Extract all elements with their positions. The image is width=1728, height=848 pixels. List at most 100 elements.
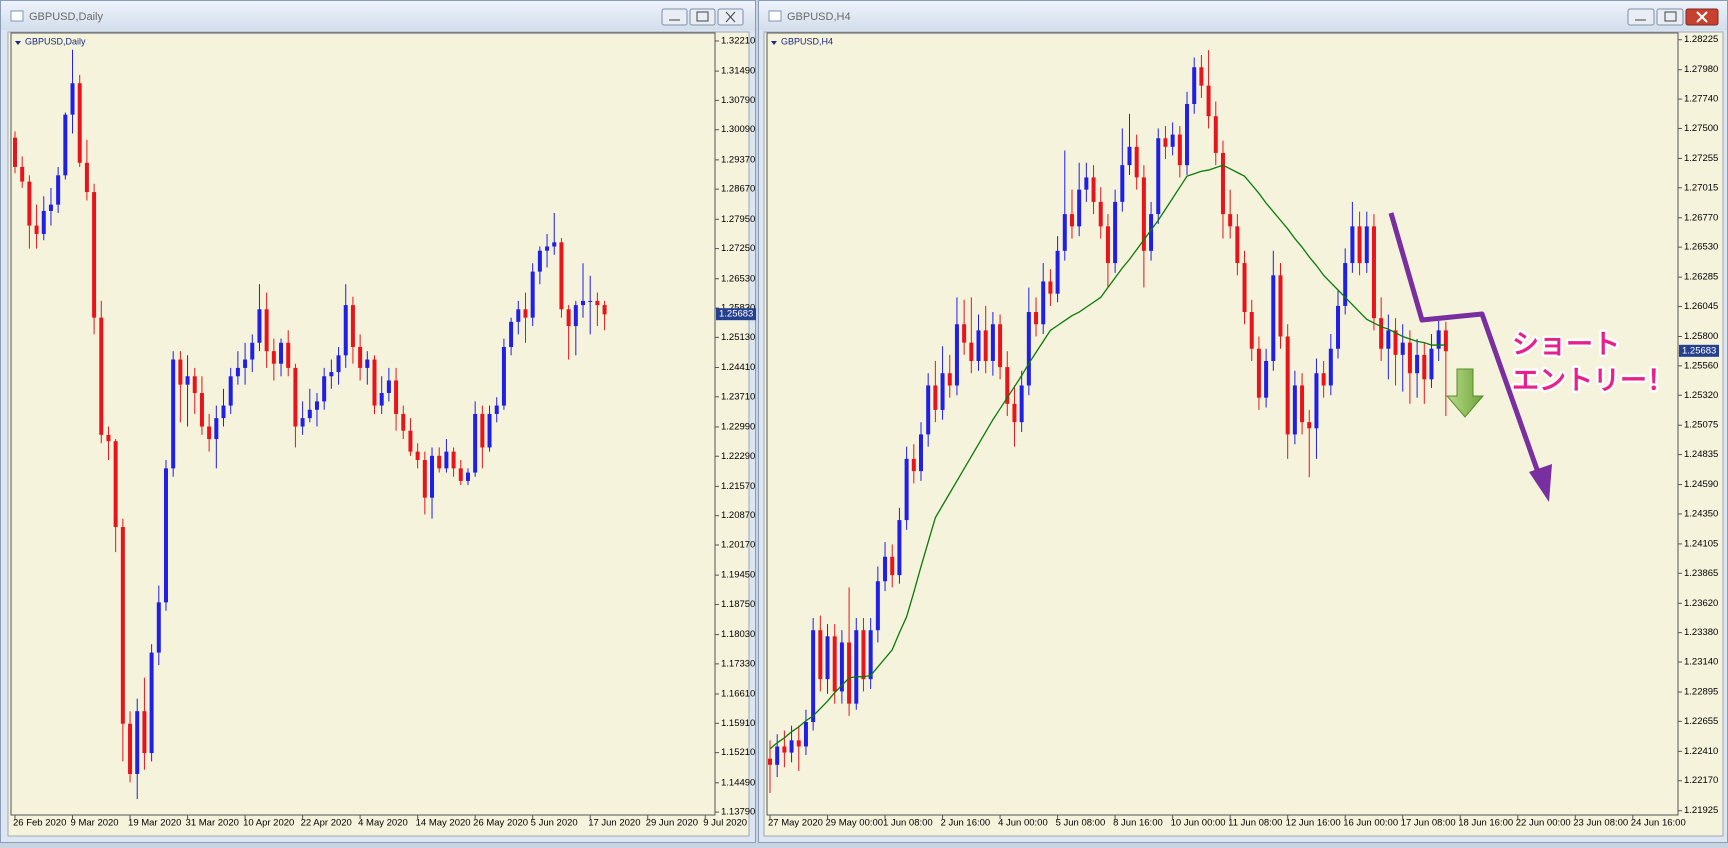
x-tick-label: 5 Jun 08:00 <box>1056 818 1106 829</box>
x-tick-label: 12 Jun 16:00 <box>1286 818 1341 829</box>
candle-body <box>1336 305 1341 349</box>
candle-body <box>552 242 557 247</box>
candle-body <box>875 581 880 631</box>
y-tick-label: 1.23620 <box>1684 598 1718 609</box>
candle-body <box>415 451 420 461</box>
y-tick-label: 1.18750 <box>721 599 755 610</box>
y-tick-label: 1.26530 <box>1684 242 1718 253</box>
candle-body <box>1084 177 1089 190</box>
candle-body <box>501 346 506 406</box>
candle-body <box>983 330 988 361</box>
candle-body <box>192 376 197 394</box>
window-title: GBPUSD,H4 <box>787 11 851 23</box>
candle-body <box>1264 360 1269 398</box>
trend-arrow <box>1388 212 1543 479</box>
moving-average <box>769 164 1446 750</box>
candle-body <box>430 455 435 498</box>
candle-body <box>1213 116 1218 153</box>
candle-body <box>1127 146 1132 166</box>
x-tick-label: 24 Jun 16:00 <box>1631 818 1686 829</box>
candle-body <box>394 380 399 414</box>
minimize-button[interactable] <box>1627 8 1655 26</box>
candle-body <box>1069 214 1074 227</box>
candle-body <box>1314 373 1319 429</box>
candle-body <box>782 746 787 753</box>
y-tick-label: 1.24105 <box>1684 538 1718 549</box>
candle-body <box>559 242 564 310</box>
candle-body <box>235 367 240 377</box>
candle-body <box>293 367 298 427</box>
candle-body <box>264 309 269 352</box>
candle-body <box>350 305 355 347</box>
candle-body <box>1400 342 1405 355</box>
y-tick-label: 1.17330 <box>721 658 755 669</box>
candle-body <box>207 426 212 440</box>
x-tick-label: 19 Mar 2020 <box>128 818 181 829</box>
candle-body <box>271 351 276 364</box>
x-tick-label: 10 Apr 2020 <box>243 818 294 829</box>
title-bar <box>759 1 1727 30</box>
chart-area <box>7 31 750 837</box>
candle-body <box>962 324 967 343</box>
y-tick-label: 1.18030 <box>721 629 755 640</box>
y-tick-label: 1.20170 <box>721 539 755 550</box>
x-tick-label: 23 Jun 08:00 <box>1573 818 1628 829</box>
candle-body <box>1321 373 1326 386</box>
button-glyph <box>725 11 736 23</box>
candle-body <box>473 413 478 473</box>
candle-body <box>307 409 312 419</box>
x-tick-label: 31 Mar 2020 <box>186 818 239 829</box>
candle-body <box>825 636 830 680</box>
y-tick-label: 1.23380 <box>1684 627 1718 638</box>
x-tick-label: 29 Jun 2020 <box>646 818 698 829</box>
button-glyph <box>1664 11 1677 22</box>
candle-body <box>34 225 39 234</box>
candle-body <box>523 309 528 318</box>
candle-body <box>1062 214 1067 251</box>
candle-body <box>120 526 125 724</box>
candle-body <box>1026 312 1031 386</box>
candle-body <box>408 430 413 452</box>
candle-body <box>163 468 168 603</box>
candle-body <box>106 434 111 442</box>
candle-body <box>257 309 262 343</box>
y-tick-label: 1.24835 <box>1684 449 1718 460</box>
candle-body <box>70 83 75 115</box>
candle-body <box>185 376 190 385</box>
y-tick-label: 1.30090 <box>721 124 755 135</box>
charts: 1.32210 1.31490 1.30790 1.30090 1.29370 1.286… <box>10 32 1719 829</box>
candle-body <box>976 330 981 361</box>
y-tick-label: 1.24350 <box>1684 508 1718 519</box>
y-tick-label: 1.27500 <box>1684 123 1718 134</box>
candle-body <box>890 556 895 576</box>
candle-body <box>1220 152 1225 215</box>
candle-body <box>48 204 53 211</box>
candle-body <box>1141 177 1146 251</box>
y-tick-label: 1.22290 <box>721 451 755 462</box>
candle-body <box>142 711 147 754</box>
candle-body <box>918 434 923 472</box>
maximize-button[interactable] <box>689 8 716 26</box>
candle-body <box>1149 214 1154 251</box>
candle-body <box>250 342 255 360</box>
minimize-button[interactable] <box>661 8 688 26</box>
maximize-button[interactable] <box>1656 8 1684 26</box>
candle-body <box>1134 146 1139 178</box>
x-tick-label: 22 Apr 2020 <box>301 818 352 829</box>
candle-body <box>811 630 816 722</box>
candle-body <box>1415 354 1420 374</box>
x-tick-label: 27 May 2020 <box>768 818 823 829</box>
y-tick-label: 1.31490 <box>721 66 755 77</box>
candle-body <box>1249 312 1254 349</box>
candle-body <box>1005 367 1010 404</box>
y-tick-label: 1.23710 <box>721 391 755 402</box>
x-tick-label: 26 Feb 2020 <box>13 818 66 829</box>
y-tick-label: 1.23140 <box>1684 657 1718 668</box>
x-tick-label: 10 Jun 00:00 <box>1171 818 1226 829</box>
y-tick-label: 1.29370 <box>721 154 755 165</box>
candle-body <box>940 373 945 410</box>
candle-body <box>1350 226 1355 264</box>
candle-body <box>904 458 909 521</box>
candle-body <box>1019 385 1024 423</box>
